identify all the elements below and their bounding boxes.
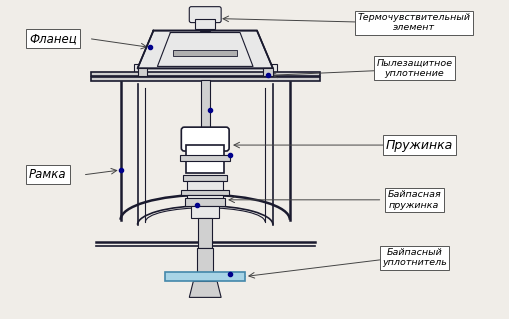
Bar (187, 181, 223, 193)
Text: Байпасная
пружинка: Байпасная пружинка (387, 190, 441, 210)
Bar (174, 50, 237, 56)
Text: Фланец: Фланец (29, 32, 77, 45)
Bar (200, 21, 210, 31)
Text: Термочувствительный
элемент: Термочувствительный элемент (358, 13, 471, 32)
Text: Пружинка: Пружинка (386, 138, 453, 152)
Bar (185, 198, 225, 206)
Bar (91, 72, 320, 76)
Bar (263, 68, 273, 76)
FancyBboxPatch shape (189, 7, 221, 23)
Bar (201, 80, 210, 130)
Polygon shape (189, 281, 221, 297)
Bar (187, 195, 223, 203)
Bar (133, 64, 277, 76)
Bar (91, 78, 320, 81)
Bar (197, 248, 213, 271)
Text: Байпасный
уплотнитель: Байпасный уплотнитель (382, 248, 447, 267)
Text: Рамка: Рамка (29, 168, 67, 182)
Bar (183, 175, 227, 181)
Bar (195, 19, 215, 29)
Polygon shape (137, 31, 273, 68)
Bar (181, 190, 229, 195)
Text: Пылезащитное
уплотнение: Пылезащитное уплотнение (376, 59, 453, 78)
Bar (165, 271, 245, 281)
Bar (137, 68, 148, 76)
Bar (186, 145, 224, 173)
Bar (180, 155, 230, 161)
Bar (198, 218, 212, 248)
Bar (191, 206, 219, 218)
FancyBboxPatch shape (181, 127, 229, 151)
